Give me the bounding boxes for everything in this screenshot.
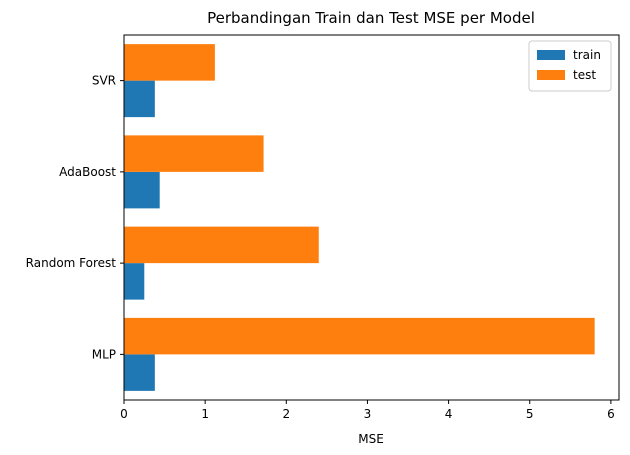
axes-frame (123, 34, 620, 401)
legend-swatch-train (537, 50, 565, 60)
x-tick-label: 6 (607, 407, 615, 421)
legend: train test (528, 40, 612, 92)
bar-train-mlp (124, 354, 155, 391)
y-tick-label: AdaBoost (59, 165, 116, 179)
plot-area: MLP Random Forest AdaBoost SVR 0 1 2 3 4 5 6 (26, 34, 620, 421)
x-tick-label: 1 (201, 407, 209, 421)
y-tick-label: SVR (92, 74, 116, 88)
chart-title: Perbandingan Train dan Test MSE per Mode… (207, 9, 535, 27)
legend-label-train: train (573, 48, 601, 62)
bar-train-adaboost (124, 171, 160, 209)
bar-train-random-forest (124, 263, 145, 300)
legend-swatch-test (537, 70, 565, 80)
legend-label-test: test (573, 68, 596, 82)
x-tick-label: 5 (526, 407, 534, 421)
bar-train-svr (124, 80, 155, 118)
x-tick-label: 2 (282, 407, 290, 421)
y-tick-label: Random Forest (26, 256, 117, 270)
x-tick-label: 3 (364, 407, 372, 421)
x-tick-label: 4 (445, 407, 453, 421)
x-axis-label: MSE (358, 432, 384, 446)
bar-test-random-forest (124, 226, 319, 264)
bar-test-adaboost (124, 135, 264, 172)
bar-test-mlp (124, 317, 595, 355)
bar-test-svr (124, 44, 215, 81)
x-tick-label: 0 (120, 407, 128, 421)
y-tick-label: MLP (92, 347, 116, 361)
